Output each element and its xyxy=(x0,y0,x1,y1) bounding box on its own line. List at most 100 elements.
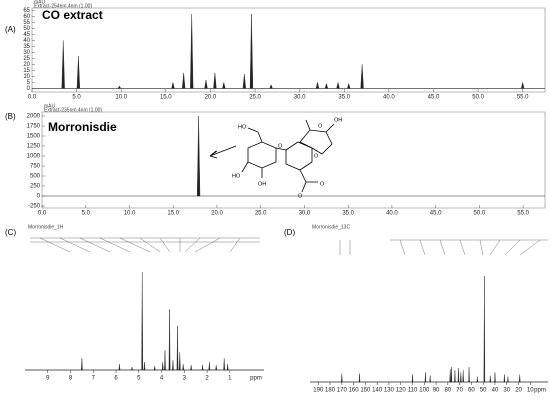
peak xyxy=(483,275,486,383)
panel-label: (D) xyxy=(284,228,295,237)
y-tick-label: 5 xyxy=(27,80,31,86)
y-tick-label: 1750 xyxy=(27,124,41,130)
x-tick-label: 20.0 xyxy=(211,211,223,217)
y-tick-label: 750 xyxy=(30,164,41,170)
peak xyxy=(462,370,464,383)
x-tick-label: 30.0 xyxy=(294,95,306,101)
subtitle: Morronisdie_1H xyxy=(28,224,64,230)
y-tick-label: 40 xyxy=(23,38,30,44)
x-tick-label: 30.0 xyxy=(299,211,311,217)
y-tick-label: 35 xyxy=(23,44,30,50)
panel-label: (C) xyxy=(5,228,16,237)
subtitle: Extract-254nm,4nm (1.00) xyxy=(34,3,92,9)
peak xyxy=(196,115,201,197)
peak xyxy=(457,368,460,383)
x-unit: ppm xyxy=(250,376,262,382)
x-tick-label: 35.0 xyxy=(342,211,354,217)
x-tick-label: 60 xyxy=(468,388,475,394)
peak xyxy=(208,362,211,371)
peak xyxy=(131,367,133,371)
peak xyxy=(336,82,340,89)
x-tick-label: 180 xyxy=(325,388,336,394)
peak xyxy=(143,362,146,371)
x-tick-label: 40.0 xyxy=(383,95,395,101)
x-tick-label: 45.0 xyxy=(428,95,440,101)
x-tick-label: 110 xyxy=(408,388,418,394)
y-unit: mAU xyxy=(34,0,46,5)
x-tick-label: 4 xyxy=(160,376,164,382)
bonds xyxy=(241,119,335,193)
x-tick-label: 120 xyxy=(396,388,407,394)
x-tick-label: 40 xyxy=(492,388,499,394)
x-tick-label: 25.0 xyxy=(249,95,261,101)
atom-label: O xyxy=(320,181,325,187)
plot-frame xyxy=(41,111,546,209)
sugar-ring xyxy=(247,141,277,169)
x-tick-label: 55.0 xyxy=(517,95,529,101)
x-tick-label: 150 xyxy=(360,388,371,394)
arrow xyxy=(209,145,237,157)
structure xyxy=(209,119,335,193)
y-tick-label: 250 xyxy=(30,184,41,190)
x-tick-label: 7 xyxy=(92,376,96,382)
peak xyxy=(521,82,525,89)
peak xyxy=(201,365,204,371)
atom-label: O xyxy=(298,193,303,199)
x-tick-label: 0.0 xyxy=(28,95,37,101)
x-tick-label: 25.0 xyxy=(255,211,267,217)
peak xyxy=(118,364,121,371)
x-tick-label: 8 xyxy=(69,376,73,382)
peak xyxy=(324,82,329,89)
x-tick-label: 55.0 xyxy=(517,211,529,217)
peak xyxy=(411,374,414,383)
y-tick-label: 1000 xyxy=(27,154,41,160)
x-tick-label: 35.0 xyxy=(338,95,350,101)
peak xyxy=(153,366,156,371)
x-tick-label: 170 xyxy=(337,388,348,394)
x-tick-label: 45.0 xyxy=(430,211,442,217)
y-tick-label: 0 xyxy=(37,194,41,200)
x-tick-label: 160 xyxy=(349,388,360,394)
atom-label: HO xyxy=(238,124,247,130)
y-tick-label: 60 xyxy=(23,14,30,20)
x-tick-label: 50 xyxy=(480,388,487,394)
peak xyxy=(489,375,491,383)
peak xyxy=(182,364,185,371)
x-tick-label: 140 xyxy=(372,388,383,394)
peak xyxy=(242,73,246,89)
atom-label: OH xyxy=(258,181,266,187)
peak xyxy=(76,55,81,89)
y-tick-label: 500 xyxy=(30,174,41,180)
x-tick-label: 15.0 xyxy=(167,211,179,217)
x-tick-label: 190 xyxy=(313,388,324,394)
ring xyxy=(285,141,313,171)
x-unit: ppm xyxy=(534,388,546,394)
peak xyxy=(424,372,427,383)
peak xyxy=(494,372,496,383)
atom-label: O xyxy=(278,143,283,149)
title: CO extract xyxy=(42,8,103,22)
y-tick-label: 2000 xyxy=(27,114,41,120)
x-tick-label: 70 xyxy=(456,388,463,394)
peak xyxy=(190,365,192,371)
y-tick-label: 1250 xyxy=(27,144,41,150)
peak xyxy=(449,369,451,383)
panel-label: (A) xyxy=(5,25,16,34)
peak xyxy=(269,84,273,89)
plot-frame xyxy=(31,7,546,93)
y-tick-label: 0 xyxy=(27,86,31,92)
x-tick-label: 6 xyxy=(114,376,118,382)
x-tick-label: 10.0 xyxy=(115,95,127,101)
x-tick-label: 5.0 xyxy=(72,95,81,101)
ring xyxy=(299,129,333,155)
y-unit: mAU xyxy=(44,103,56,109)
x-tick-label: 90 xyxy=(433,388,440,394)
y-tick-label: 25 xyxy=(23,56,30,62)
peak xyxy=(161,362,164,371)
y-tick-label: 10 xyxy=(23,74,30,80)
peak xyxy=(476,376,479,383)
peak xyxy=(178,352,181,371)
peak xyxy=(503,374,506,383)
y-tick-label: 50 xyxy=(23,26,30,32)
